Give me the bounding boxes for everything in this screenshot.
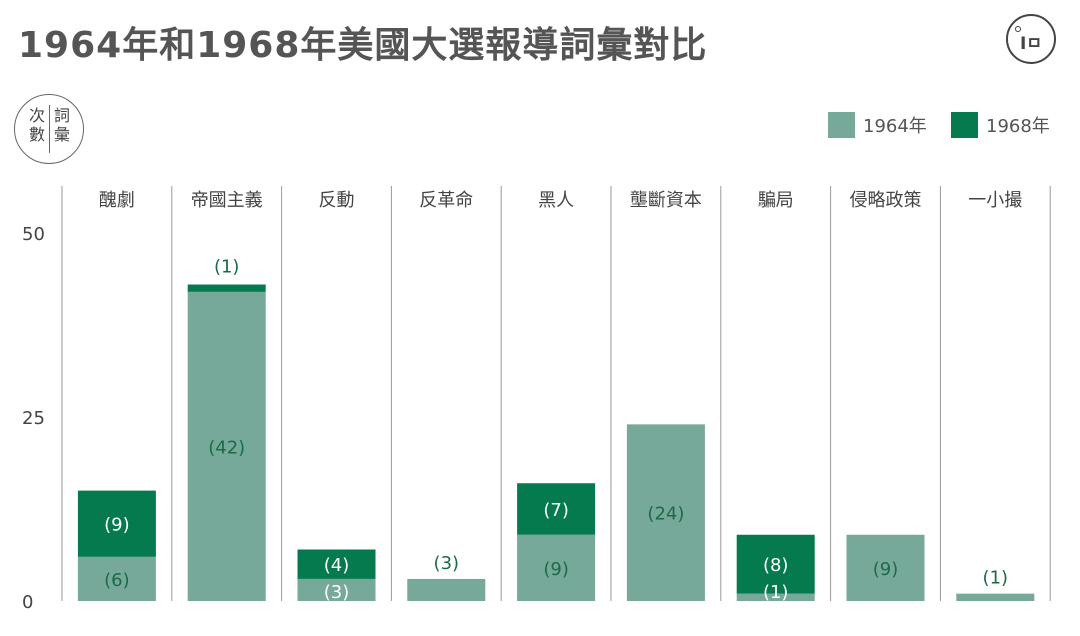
data-label-1964: (6) — [104, 570, 130, 591]
data-label-1964: (1) — [763, 582, 789, 603]
data-label-1964: (3) — [324, 582, 350, 603]
category-label: 帝國主義 — [191, 190, 263, 211]
bar-1964 — [407, 578, 486, 601]
data-label-1964: (42) — [208, 437, 245, 458]
y-tick-label: 25 — [22, 408, 45, 429]
legend-swatch-1964 — [828, 112, 855, 138]
badge-char: 彙 — [53, 125, 70, 144]
data-label-1964: (9) — [543, 559, 569, 580]
legend-swatch-1968 — [951, 112, 978, 138]
bar-1964 — [77, 556, 156, 601]
logo-glyph: Iㅁ — [1020, 34, 1042, 54]
bar-1964 — [956, 593, 1035, 601]
legend-item-1968: 1968年 — [951, 112, 1050, 138]
y-tick-label: 50 — [22, 224, 45, 245]
bar-1964 — [517, 534, 596, 601]
legend-label-1964: 1964年 — [863, 116, 927, 137]
category-label: 醜劇 — [99, 190, 135, 211]
y-tick-label: 0 — [22, 592, 33, 613]
data-label-1964: (3) — [434, 553, 460, 574]
data-label-1968: (9) — [104, 515, 130, 536]
legend-label-1968: 1968年 — [986, 116, 1050, 137]
category-label: 壟斷資本 — [630, 190, 702, 211]
logo-icon: Iㅁ — [1006, 14, 1056, 64]
badge-col-count: 次 數 — [28, 106, 46, 144]
data-label-1964: (1) — [983, 568, 1009, 589]
bar-1968 — [77, 490, 156, 557]
badge-col-term: 詞 彙 — [53, 106, 71, 144]
logo-dot — [1015, 26, 1021, 32]
category-label: 黑人 — [538, 190, 574, 211]
bar-1968 — [187, 284, 266, 292]
bar-1968 — [297, 549, 376, 579]
bar-1964 — [736, 593, 815, 601]
category-label: 騙局 — [758, 190, 794, 211]
badge-char: 詞 — [53, 106, 70, 125]
category-label: 一小撮 — [968, 190, 1022, 211]
badge-char: 次 — [28, 106, 45, 125]
badge-divider — [49, 105, 50, 153]
bar-1964 — [846, 534, 925, 601]
category-label: 反動 — [319, 190, 355, 211]
badge-char: 數 — [28, 125, 45, 144]
legend-item-1964: 1964年 — [828, 112, 927, 138]
chart-title: 1964年和1968年美國大選報導詞彙對比 — [18, 25, 708, 66]
bar-1968 — [517, 483, 596, 535]
data-label-1968: (4) — [324, 555, 350, 576]
category-label: 反革命 — [419, 190, 473, 211]
y-axis-badge: 次 數 詞 彙 — [14, 94, 84, 164]
data-label-1968: (8) — [763, 555, 789, 576]
data-label-1968: (7) — [543, 500, 569, 521]
category-label: 侵略政策 — [850, 190, 922, 211]
data-label-1964: (24) — [647, 504, 684, 525]
data-label-1964: (9) — [873, 559, 899, 580]
bar-1964 — [297, 578, 376, 601]
bar-1964 — [626, 424, 705, 601]
data-label-1968: (1) — [214, 257, 240, 278]
bar-1964 — [187, 291, 266, 601]
bar-1968 — [736, 534, 815, 594]
